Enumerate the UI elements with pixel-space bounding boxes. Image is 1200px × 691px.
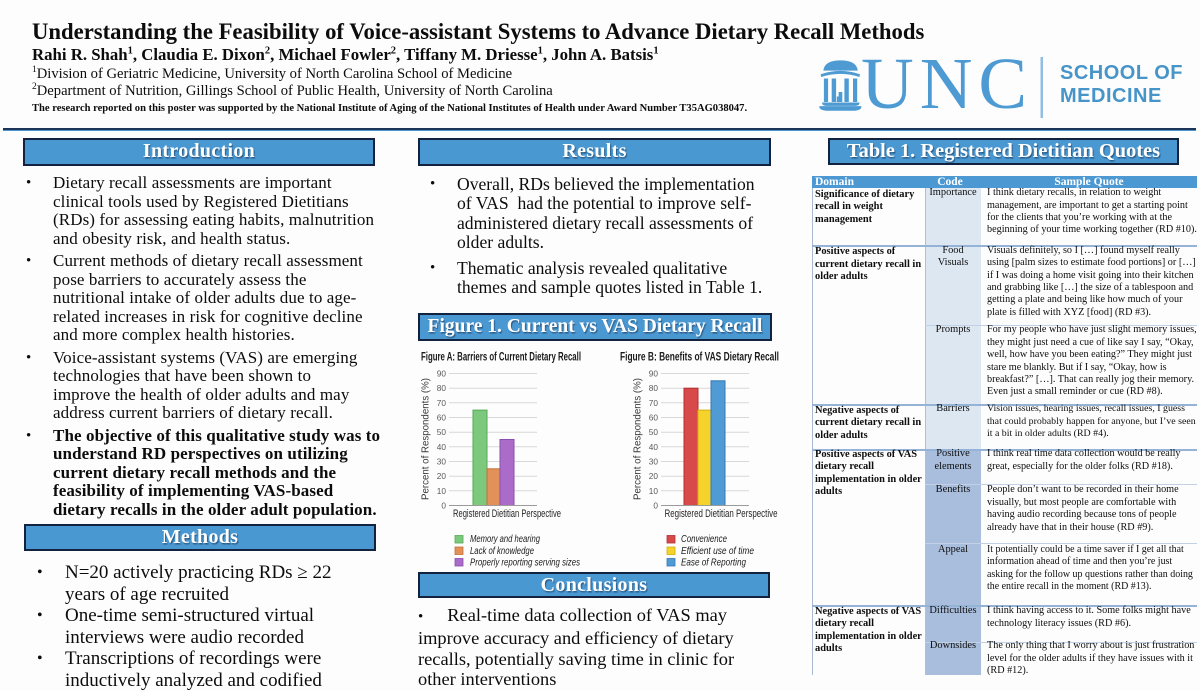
svg-text:40: 40 bbox=[649, 442, 659, 452]
svg-text:Registered Dietitian Perspecti: Registered Dietitian Perspective bbox=[665, 508, 778, 520]
svg-text:70: 70 bbox=[649, 398, 659, 408]
svg-text:80: 80 bbox=[437, 383, 447, 393]
svg-text:80: 80 bbox=[649, 383, 659, 393]
svg-text:50: 50 bbox=[649, 427, 659, 437]
svg-text:0: 0 bbox=[653, 501, 658, 511]
svg-text:60: 60 bbox=[437, 413, 447, 423]
svg-text:SCHOOL OF: SCHOOL OF bbox=[1060, 62, 1183, 84]
svg-text:10: 10 bbox=[649, 486, 659, 496]
svg-text:40: 40 bbox=[437, 442, 447, 452]
svg-text:0: 0 bbox=[441, 501, 446, 511]
svg-text:10: 10 bbox=[437, 486, 447, 496]
svg-text:90: 90 bbox=[437, 369, 447, 379]
svg-text:MEDICINE: MEDICINE bbox=[1060, 85, 1162, 107]
svg-text:20: 20 bbox=[437, 471, 447, 481]
svg-text:Percent of Respondents (%): Percent of Respondents (%) bbox=[421, 378, 432, 500]
svg-text:Efficient use of time: Efficient use of time bbox=[681, 546, 754, 557]
svg-text:90: 90 bbox=[649, 369, 659, 379]
svg-text:Ease of Reporting: Ease of Reporting bbox=[681, 558, 746, 569]
svg-text:Figure A: Barriers of Current: Figure A: Barriers of Current Dietary Re… bbox=[421, 350, 581, 364]
svg-text:30: 30 bbox=[437, 457, 447, 467]
svg-text:30: 30 bbox=[649, 457, 659, 467]
svg-text:70: 70 bbox=[437, 398, 447, 408]
svg-text:60: 60 bbox=[649, 413, 659, 423]
svg-text:20: 20 bbox=[649, 471, 659, 481]
svg-text:Percent of Respondents (%): Percent of Respondents (%) bbox=[633, 378, 644, 500]
svg-text:Registered Dietitian Perspecti: Registered Dietitian Perspective bbox=[453, 508, 561, 520]
svg-text:UNC: UNC bbox=[861, 50, 1033, 124]
svg-text:Convenience: Convenience bbox=[681, 534, 727, 545]
svg-text:Figure B: Benefits of VAS Diet: Figure B: Benefits of VAS Dietary Recall bbox=[620, 350, 779, 364]
svg-text:Properly reporting serving siz: Properly reporting serving sizes bbox=[470, 558, 580, 569]
svg-text:Lack of knowledge: Lack of knowledge bbox=[470, 546, 534, 557]
svg-text:Memory and hearing: Memory and hearing bbox=[470, 534, 540, 545]
svg-text:50: 50 bbox=[437, 427, 447, 437]
